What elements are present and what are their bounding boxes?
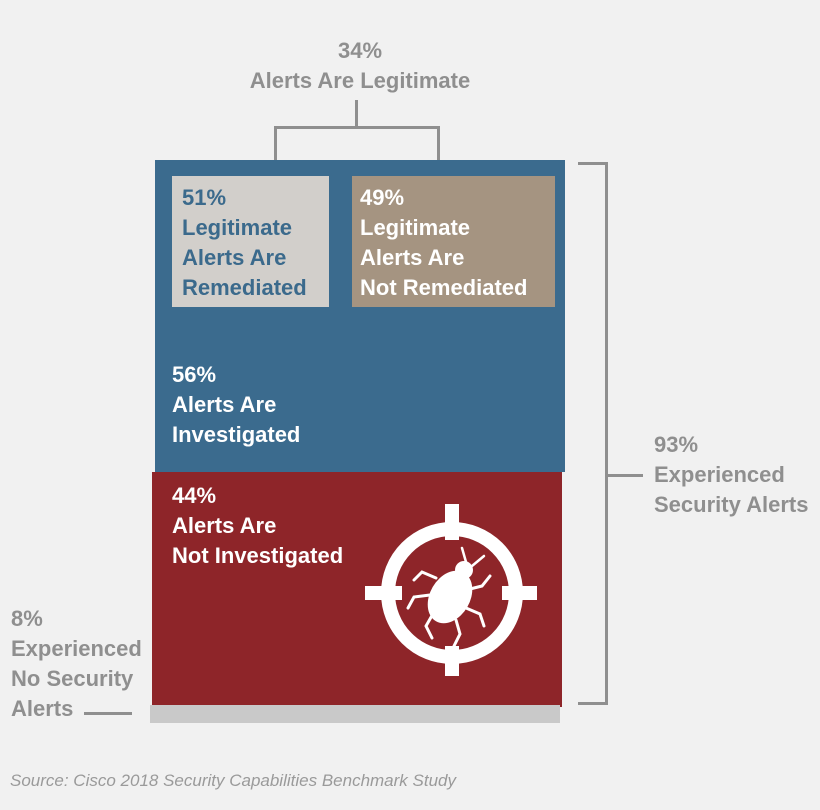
experienced-alerts-text: 93% Experienced Security Alerts xyxy=(654,430,808,520)
experienced-alerts-label-2: Security Alerts xyxy=(654,492,809,517)
investigated-label-1: Alerts Are xyxy=(172,392,277,417)
not-remediated-label-1: Legitimate xyxy=(360,215,471,240)
legitimate-bracket-right xyxy=(437,126,440,160)
bug-target-icon xyxy=(365,504,537,676)
remediated-text: 51% Legitimate Alerts Are Remediated xyxy=(182,183,307,303)
investigated-text: 56% Alerts Are Investigated xyxy=(172,360,300,450)
no-alerts-value: 8% xyxy=(11,606,43,631)
not-investigated-label-1: Alerts Are xyxy=(172,513,277,538)
alerts-bracket-top xyxy=(578,162,608,165)
legitimate-value: 34% xyxy=(337,38,383,63)
not-remediated-value: 49% xyxy=(360,185,405,210)
not-remediated-text: 49% Legitimate Alerts Are Not Remediated xyxy=(360,183,527,303)
legitimate-bracket-bar xyxy=(274,126,440,129)
legitimate-annotation: 34% Alerts Are Legitimate xyxy=(200,36,520,96)
no-alerts-label-1: Experienced xyxy=(11,636,142,661)
no-alerts-pointer xyxy=(84,712,132,715)
not-investigated-label-2: Not Investigated xyxy=(172,543,344,568)
not-remediated-label-2: Alerts Are xyxy=(360,245,465,270)
alerts-bracket-tick xyxy=(607,474,643,477)
not-remediated-block xyxy=(352,176,555,307)
alerts-bracket-vertical xyxy=(605,162,608,704)
alerts-bracket-bottom xyxy=(578,702,608,705)
legitimate-bracket-left xyxy=(274,126,277,160)
source-note: Source: Cisco 2018 Security Capabilities… xyxy=(10,771,456,790)
experienced-alerts-label-1: Experienced xyxy=(654,462,785,487)
legitimate-label: Alerts Are Legitimate xyxy=(249,68,471,93)
no-alerts-label-2: No Security xyxy=(11,666,134,691)
remediated-label-2: Alerts Are xyxy=(182,245,287,270)
no-alerts-strip xyxy=(150,705,560,723)
experienced-alerts-value: 93% xyxy=(654,432,699,457)
investigated-label-2: Investigated xyxy=(172,422,301,447)
legitimate-bracket-stem xyxy=(355,100,358,128)
investigated-value: 56% xyxy=(172,362,217,387)
no-alerts-text: 8% Experienced No Security Alerts xyxy=(11,604,142,724)
remediated-block xyxy=(172,176,329,307)
remediated-label-3: Remediated xyxy=(182,275,307,300)
remediated-label-1: Legitimate xyxy=(182,215,293,240)
remediated-value: 51% xyxy=(182,185,227,210)
not-investigated-value: 44% xyxy=(172,483,217,508)
not-investigated-block xyxy=(152,472,562,707)
not-investigated-text: 44% Alerts Are Not Investigated xyxy=(172,481,343,571)
not-remediated-label-3: Not Remediated xyxy=(360,275,528,300)
no-alerts-label-3: Alerts xyxy=(11,696,74,721)
